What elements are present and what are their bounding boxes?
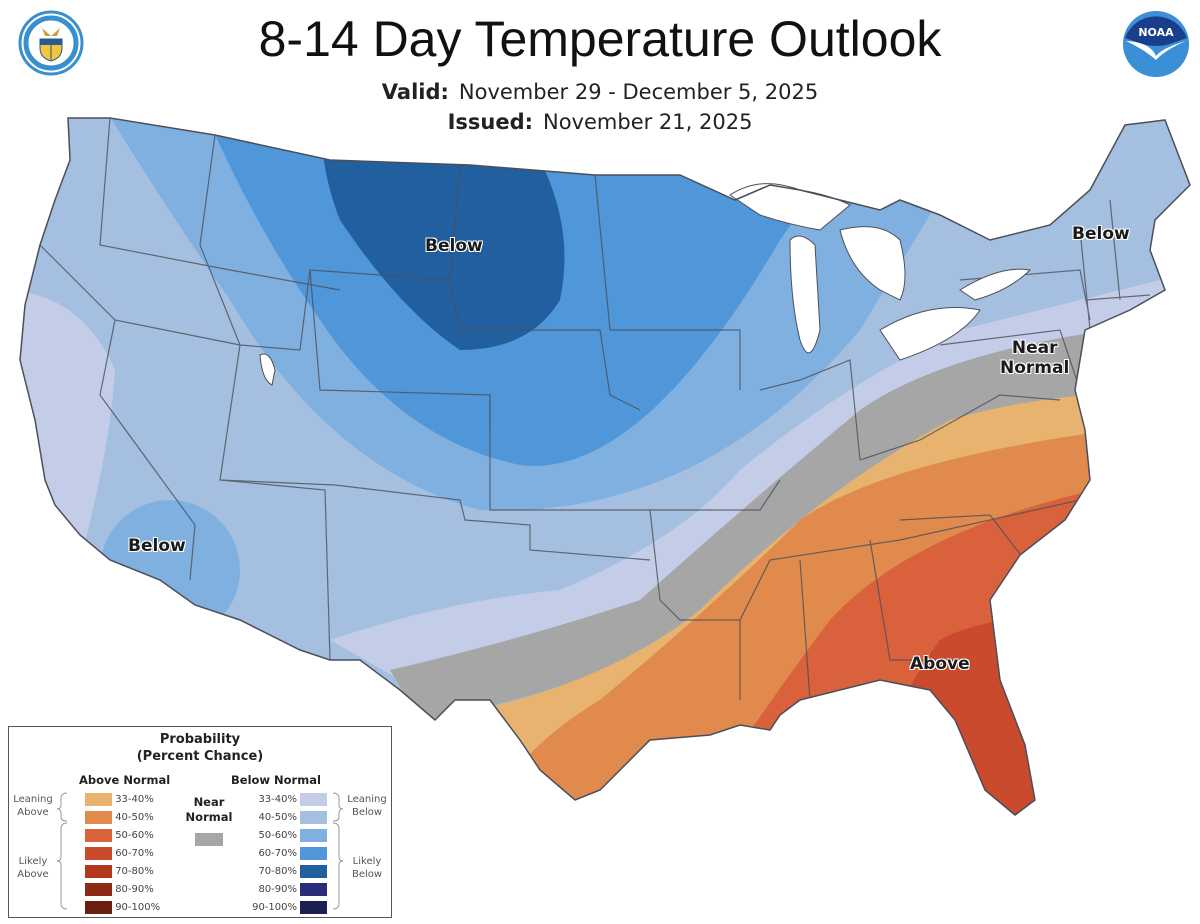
legend-below-header: Below Normal — [231, 773, 321, 787]
swatch — [85, 829, 112, 842]
legend-brace-below-icon — [332, 792, 344, 910]
region-label-southeast: Above — [910, 654, 970, 674]
region-label-southern-california: Below — [128, 536, 186, 556]
legend-above-row: 90-100% — [85, 901, 160, 914]
swatch — [85, 883, 112, 896]
legend-above-row: 60-70% — [85, 847, 154, 860]
valid-dates: Valid: November 29 - December 5, 2025 — [0, 80, 1200, 104]
swatch — [300, 883, 328, 896]
legend-below-row: 33-40% — [249, 793, 328, 806]
issued-date: Issued: November 21, 2025 — [0, 110, 1200, 134]
region-label-new-england: Below — [1072, 224, 1130, 244]
swatch — [300, 901, 328, 914]
region-label-northern-plains: Below — [425, 236, 483, 256]
legend-below-row: 80-90% — [249, 883, 328, 896]
swatch — [85, 793, 112, 806]
probability-legend: Probability (Percent Chance) Above Normal… — [8, 726, 392, 918]
legend-above-row: 70-80% — [85, 865, 154, 878]
swatch — [300, 829, 328, 842]
legend-below-row: 50-60% — [249, 829, 328, 842]
legend-leaning-above: Leaning Above — [13, 794, 53, 818]
legend-above-row: 33-40% — [85, 793, 154, 806]
swatch — [300, 793, 328, 806]
legend-below-row: 90-100% — [249, 901, 328, 914]
legend-above-row: 50-60% — [85, 829, 154, 842]
swatch — [300, 865, 328, 878]
swatch — [300, 811, 328, 824]
legend-near-normal-label: Near Normal — [185, 795, 233, 824]
valid-value: November 29 - December 5, 2025 — [458, 80, 819, 104]
issued-value: November 21, 2025 — [543, 110, 753, 134]
legend-above-row: 80-90% — [85, 883, 154, 896]
legend-likely-below: Likely Below — [351, 856, 383, 880]
legend-brace-above-icon — [56, 792, 68, 910]
noaa-logo-icon: NOAA — [1123, 11, 1189, 77]
legend-near-normal-swatch — [195, 833, 223, 846]
region-label-mid-atlantic: Near Normal — [1000, 338, 1070, 378]
issued-label: Issued: — [447, 110, 533, 134]
swatch — [85, 811, 112, 824]
swatch — [85, 847, 112, 860]
map-title: 8-14 Day Temperature Outlook — [258, 11, 942, 67]
legend-below-row: 60-70% — [249, 847, 328, 860]
legend-below-row: 70-80% — [249, 865, 328, 878]
swatch — [300, 847, 328, 860]
legend-leaning-below: Leaning Below — [347, 794, 387, 818]
department-of-commerce-seal-icon — [18, 10, 84, 76]
legend-above-row: 40-50% — [85, 811, 154, 824]
legend-title: Probability (Percent Chance) — [136, 732, 264, 764]
valid-label: Valid: — [381, 80, 449, 104]
swatch — [85, 901, 112, 914]
legend-likely-above: Likely Above — [17, 856, 49, 880]
legend-above-header: Above Normal — [79, 773, 171, 787]
legend-below-row: 40-50% — [249, 811, 328, 824]
swatch — [85, 865, 112, 878]
svg-text:NOAA: NOAA — [1138, 26, 1174, 39]
